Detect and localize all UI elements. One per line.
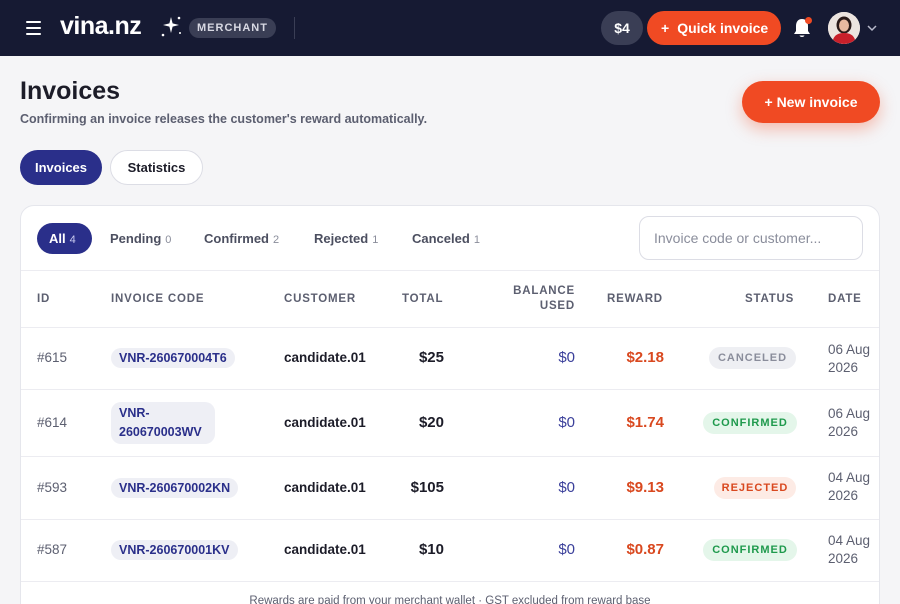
reward-amount: $9.13 — [626, 479, 664, 496]
status-badge: CONFIRMED — [703, 539, 797, 561]
customer-name: candidate.01 — [284, 350, 366, 365]
balance-used: $0 — [558, 479, 575, 496]
column-header-balance-used[interactable]: BALANCE USED — [505, 284, 575, 314]
header-line: BALANCE — [513, 285, 575, 297]
invoice-date: 04 Aug 2026 — [828, 469, 870, 505]
tab-invoices[interactable]: Invoices — [20, 150, 102, 185]
hamburger-menu-icon[interactable] — [26, 21, 41, 35]
balance-used: $0 — [558, 541, 575, 558]
date-line: 2026 — [828, 424, 859, 439]
divider — [21, 389, 879, 390]
column-header-invoice-code[interactable]: INVOICE CODE — [111, 293, 205, 305]
invoice-id: #587 — [37, 542, 68, 557]
notification-dot — [805, 17, 812, 24]
invoice-code-link[interactable]: VNR-260670004T6 — [111, 348, 235, 368]
filter-count: 0 — [165, 234, 172, 246]
divider — [21, 581, 879, 582]
invoice-date: 04 Aug 2026 — [828, 532, 870, 568]
divider — [21, 270, 879, 271]
plus-icon: + — [661, 20, 670, 36]
date-line: 2026 — [828, 551, 859, 566]
filter-count: 2 — [273, 234, 280, 246]
filter-rejected[interactable]: Rejected 1 — [314, 223, 378, 254]
customer-name: candidate.01 — [284, 542, 366, 557]
column-header-total[interactable]: TOTAL — [402, 293, 444, 305]
invoice-id: #615 — [37, 350, 68, 365]
invoice-total: $25 — [418, 349, 444, 366]
filter-count: 4 — [69, 234, 76, 246]
balance-used: $0 — [558, 349, 575, 366]
date-line: 2026 — [828, 360, 859, 375]
invoice-total: $10 — [418, 541, 444, 558]
invoice-total: $20 — [418, 414, 444, 431]
user-avatar[interactable] — [828, 12, 860, 44]
page-subtitle: Confirming an invoice releases the custo… — [20, 112, 428, 126]
customer-name: candidate.01 — [284, 415, 366, 430]
tab-statistics[interactable]: Statistics — [110, 150, 203, 185]
filter-label: All — [49, 231, 66, 246]
header-line: USED — [539, 300, 575, 312]
wallet-balance-button[interactable]: $4 — [601, 11, 643, 45]
filter-count: 1 — [372, 234, 379, 246]
filter-count: 1 — [473, 234, 480, 246]
merchant-badge: MERCHANT — [189, 18, 276, 38]
topbar-divider — [294, 17, 295, 39]
invoice-date: 06 Aug 2026 — [828, 405, 870, 441]
invoice-code-link[interactable]: VNR-260670002KN — [111, 478, 239, 498]
filter-canceled[interactable]: Canceled 1 — [412, 223, 480, 254]
reward-amount: $1.74 — [626, 414, 664, 431]
reward-amount: $0.87 — [626, 541, 664, 558]
column-header-customer[interactable]: CUSTOMER — [284, 293, 356, 305]
date-line: 06 Aug — [828, 342, 871, 357]
divider — [21, 519, 879, 520]
status-badge: REJECTED — [714, 477, 796, 499]
invoice-id: #593 — [37, 480, 68, 495]
date-line: 06 Aug — [828, 406, 871, 421]
status-badge: CANCELED — [709, 347, 796, 369]
filter-confirmed[interactable]: Confirmed 2 — [204, 223, 279, 254]
customer-name: candidate.01 — [284, 480, 366, 495]
invoice-total: $105 — [410, 479, 444, 496]
filter-label: Rejected — [314, 231, 369, 246]
filter-label: Confirmed — [204, 231, 269, 246]
column-header-date[interactable]: DATE — [828, 293, 862, 305]
avatar-portrait-icon — [828, 12, 860, 44]
search-input[interactable] — [639, 216, 863, 260]
code-line: 260670003WV — [119, 425, 202, 439]
date-line: 2026 — [828, 488, 859, 503]
invoice-code-link[interactable]: VNR-260670001KV — [111, 540, 238, 560]
invoice-code-link[interactable]: VNR- 260670003WV — [111, 402, 215, 444]
date-line: 04 Aug — [828, 470, 871, 485]
reward-amount: $2.18 — [626, 349, 664, 366]
balance-used: $0 — [558, 414, 575, 431]
filter-label: Pending — [110, 231, 162, 246]
page-title: Invoices — [20, 77, 121, 105]
column-header-id[interactable]: ID — [37, 293, 51, 305]
date-line: 04 Aug — [828, 533, 871, 548]
divider — [21, 327, 879, 328]
code-line: VNR- — [119, 406, 150, 420]
status-badge: CONFIRMED — [703, 412, 797, 434]
divider — [21, 456, 879, 457]
invoice-date: 06 Aug 2026 — [828, 341, 870, 377]
filter-all[interactable]: All 4 — [37, 223, 92, 254]
new-invoice-button[interactable]: + New invoice — [742, 81, 880, 123]
filter-label: Canceled — [412, 231, 470, 246]
filter-pending[interactable]: Pending 0 — [110, 223, 171, 254]
quick-invoice-label: Quick invoice — [677, 20, 769, 36]
sparkle-stars-icon — [161, 16, 181, 37]
brand-logo[interactable]: vina.nz — [60, 12, 142, 40]
column-header-status[interactable]: STATUS — [745, 293, 795, 305]
table-footnote: Rewards are paid from your merchant wall… — [249, 595, 651, 604]
invoice-id: #614 — [37, 415, 68, 430]
chevron-down-icon[interactable] — [866, 22, 878, 34]
column-header-reward[interactable]: REWARD — [607, 293, 663, 305]
quick-invoice-button[interactable]: + Quick invoice — [647, 11, 781, 45]
